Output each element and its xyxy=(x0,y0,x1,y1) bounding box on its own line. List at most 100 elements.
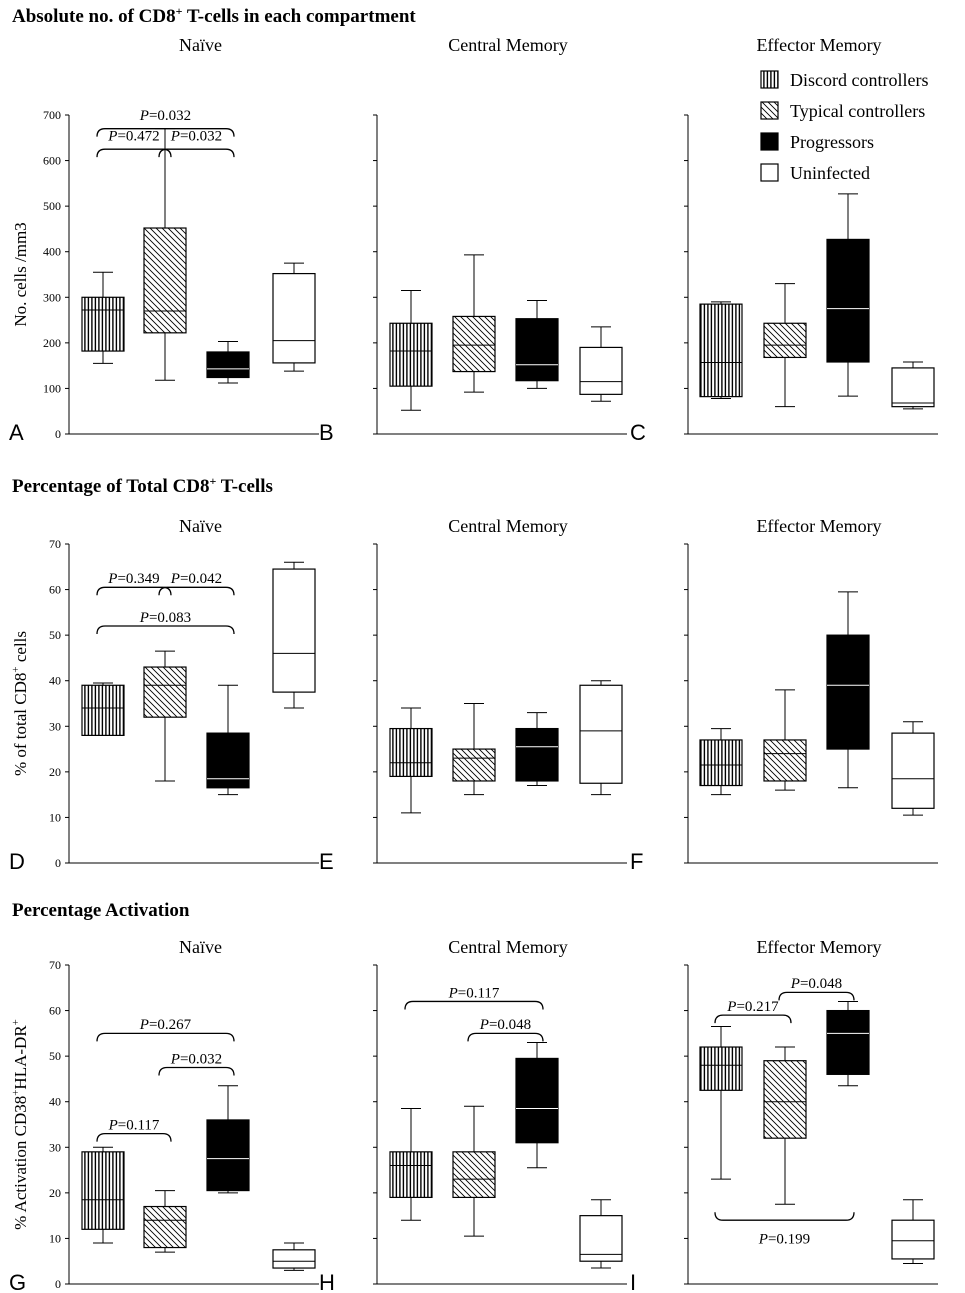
y-tick-label: 600 xyxy=(43,154,61,168)
panel-label: H xyxy=(319,1270,335,1293)
box-typical-controllers xyxy=(763,283,807,408)
box-progressors xyxy=(206,340,250,384)
panel-title: Naïve xyxy=(179,516,222,536)
y-tick-label: 40 xyxy=(49,674,61,688)
panel-title: Central Memory xyxy=(448,516,567,536)
box-iqr xyxy=(579,684,623,784)
box-typical-controllers xyxy=(452,703,496,796)
box-iqr xyxy=(699,303,743,398)
box-iqr xyxy=(699,739,743,787)
box-iqr xyxy=(763,1060,807,1139)
panel-title: Effector Memory xyxy=(756,937,881,957)
pvalue-bracket xyxy=(158,148,235,158)
box-iqr xyxy=(579,346,623,395)
box-iqr xyxy=(206,351,250,379)
y-tick-label: 10 xyxy=(49,1231,61,1245)
pvalue-bracket xyxy=(714,1212,855,1221)
pvalue-bracket xyxy=(96,1132,172,1142)
pvalue-annotation: P=0.217 xyxy=(714,999,792,1024)
box-uninfected xyxy=(272,1242,316,1271)
pvalue-label: P=0.117 xyxy=(108,1118,160,1134)
panel-label: E xyxy=(319,849,334,874)
legend-label-0: Discord controllers xyxy=(790,70,928,90)
y-axis-label: No. cells /mm3 xyxy=(11,222,30,326)
pvalue-label: P=0.048 xyxy=(790,976,842,992)
box-iqr xyxy=(515,1057,559,1144)
panel-d: Naïve 0 10 20 30 40 50 60 70 % of total CD8+ cell… xyxy=(9,516,319,874)
panel-label: F xyxy=(630,849,643,874)
box-typical-controllers xyxy=(452,254,496,393)
y-tick-label: 200 xyxy=(43,336,61,350)
box-typical-controllers xyxy=(763,1046,807,1205)
box-typical-controllers xyxy=(143,1190,187,1253)
section-title-absolute: Absolute no. of CD8+ T-cells in each com… xyxy=(12,4,416,27)
pvalue-label: P=0.349 xyxy=(107,571,159,587)
pvalue-annotation: P=0.032 xyxy=(158,129,235,158)
pvalue-label: P=0.032 xyxy=(170,129,222,145)
y-tick-label: 20 xyxy=(49,765,61,779)
box-progressors xyxy=(206,1085,250,1194)
y-tick-label: 0 xyxy=(55,856,61,870)
pvalue-bracket xyxy=(404,1000,544,1010)
section-title-activation: Percentage Activation xyxy=(12,900,190,921)
box-iqr xyxy=(389,322,433,387)
panel-label: B xyxy=(319,420,334,445)
pvalue-label: P=0.042 xyxy=(170,571,222,587)
box-uninfected xyxy=(891,361,935,410)
pvalue-bracket xyxy=(96,625,235,635)
pvalue-label: P=0.199 xyxy=(758,1231,810,1247)
legend-label-2: Progressors xyxy=(790,132,874,152)
panel-label: I xyxy=(630,1270,636,1293)
box-iqr xyxy=(579,1215,623,1262)
panel-title: Central Memory xyxy=(448,937,567,957)
box-discord-controllers xyxy=(81,682,125,736)
pvalue-annotation: P=0.117 xyxy=(96,1118,172,1142)
legend-label-1: Typical controllers xyxy=(790,101,925,121)
pvalue-annotation: P=0.117 xyxy=(404,985,544,1010)
legend-swatch-0 xyxy=(760,70,779,89)
box-typical-controllers xyxy=(143,650,187,782)
box-uninfected xyxy=(579,1199,623,1269)
pvalue-label: P=0.048 xyxy=(479,1017,531,1033)
box-iqr xyxy=(826,634,870,750)
box-progressors xyxy=(826,591,870,789)
box-progressors xyxy=(206,684,250,796)
box-iqr xyxy=(81,296,125,352)
box-iqr xyxy=(272,1249,316,1269)
pvalue-bracket xyxy=(714,1014,792,1024)
y-tick-label: 70 xyxy=(49,958,61,972)
box-iqr xyxy=(143,666,187,718)
box-discord-controllers xyxy=(389,707,433,814)
box-iqr xyxy=(452,748,496,782)
pvalue-annotation: P=0.042 xyxy=(158,571,235,596)
y-tick-label: 0 xyxy=(55,427,61,441)
box-discord-controllers xyxy=(699,728,743,796)
pvalue-annotation: P=0.472 xyxy=(96,129,172,158)
box-iqr xyxy=(206,1119,250,1192)
y-tick-label: 500 xyxy=(43,199,61,213)
panel-title: Naïve xyxy=(179,937,222,957)
y-tick-label: 300 xyxy=(43,290,61,304)
pvalue-annotation: P=0.267 xyxy=(96,1017,235,1042)
pvalue-label: P=0.032 xyxy=(170,1051,222,1067)
box-uninfected xyxy=(272,262,316,372)
box-iqr xyxy=(891,367,935,408)
pvalue-annotation: P=0.032 xyxy=(158,1051,235,1076)
panel-g: Naïve 0 10 20 30 40 50 60 70 % Activation CD38+HL… xyxy=(9,937,319,1293)
y-tick-label: 100 xyxy=(43,381,61,395)
panel-f: Effector Memory F xyxy=(630,516,938,874)
box-iqr xyxy=(389,1151,433,1199)
box-iqr xyxy=(389,727,433,778)
panel-label: C xyxy=(630,420,646,445)
y-axis-label: % Activation CD38+HLA-DR+ xyxy=(10,1019,30,1230)
box-progressors xyxy=(515,299,559,389)
panel-i: Effector Memory I P=0.217 P=0.048 P=0.199 xyxy=(630,937,938,1293)
box-uninfected xyxy=(891,721,935,816)
y-tick-label: 40 xyxy=(49,1095,61,1109)
box-discord-controllers xyxy=(389,1108,433,1221)
box-typical-controllers xyxy=(452,1105,496,1237)
pvalue-annotation: P=0.083 xyxy=(96,610,235,635)
box-typical-controllers xyxy=(763,689,807,791)
